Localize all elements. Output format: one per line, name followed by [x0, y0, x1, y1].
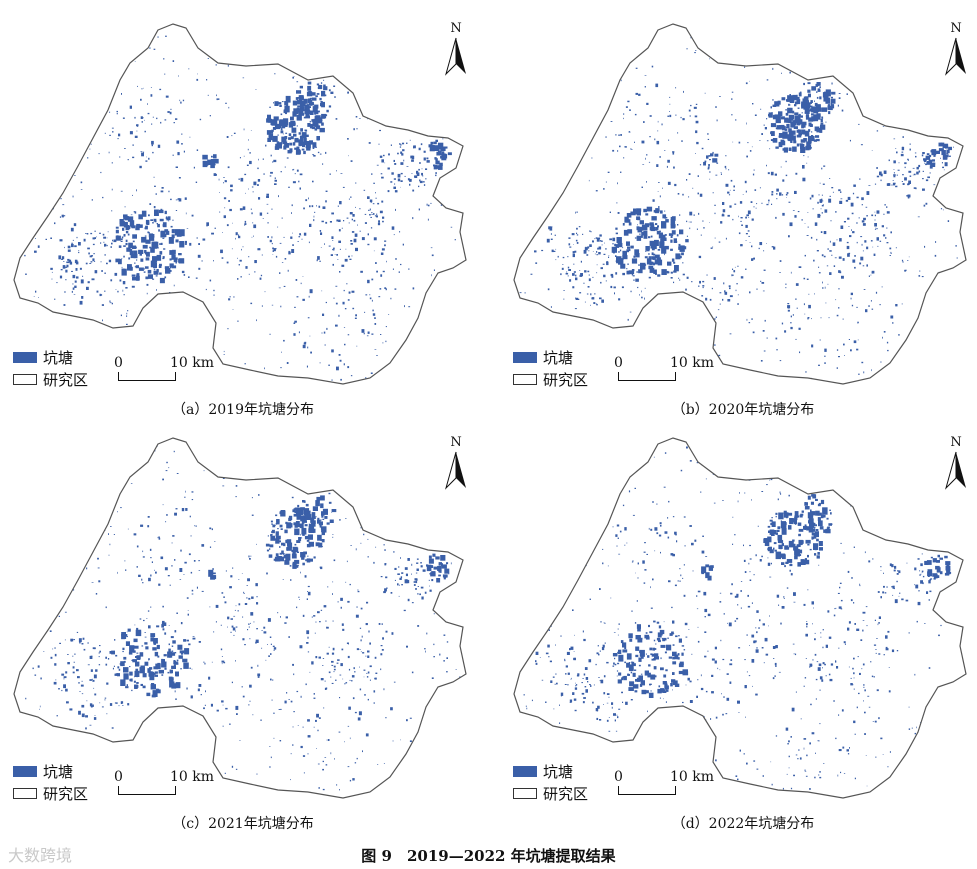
study-area-map — [513, 23, 967, 385]
panel-caption: （a）2019年坑塘分布 — [172, 402, 314, 418]
scale-bar: 0 10 km — [614, 769, 714, 795]
pond-patches — [518, 27, 966, 384]
pond-swatch — [13, 765, 37, 777]
scale-zero-label: 0 — [614, 769, 623, 785]
study-area-boundary — [513, 23, 967, 385]
legend-item-pond: 坑塘 — [513, 346, 588, 368]
study-area-map — [13, 23, 467, 385]
pond-patches — [19, 26, 466, 384]
scale-bar-line — [118, 372, 176, 381]
panel-caption: （c）2021年坑塘分布 — [172, 816, 314, 832]
pond-patches — [19, 440, 466, 798]
study-area-boundary — [513, 437, 967, 799]
scale-bar: 0 10 km — [114, 769, 214, 795]
map-legend: 坑塘 研究区 — [13, 346, 88, 390]
north-arrow: N — [944, 22, 968, 80]
study-area-swatch — [513, 373, 537, 385]
north-arrow-icon — [945, 451, 966, 490]
north-label: N — [950, 21, 962, 36]
study-area-map — [513, 437, 967, 799]
scale-ten-label: 10 km — [170, 355, 215, 371]
legend-pond-label: 坑塘 — [43, 762, 74, 781]
panel-caption: （d）2022年坑塘分布 — [671, 816, 815, 832]
legend-pond-label: 坑塘 — [543, 762, 574, 781]
scale-ten-label: 10 km — [170, 769, 215, 785]
north-label: N — [450, 21, 462, 36]
north-arrow: N — [444, 436, 468, 494]
scale-bar-line — [618, 786, 676, 795]
legend-study-area-label: 研究区 — [43, 370, 89, 389]
legend-item-pond: 坑塘 — [13, 346, 88, 368]
legend-study-area-label: 研究区 — [543, 370, 589, 389]
map-legend: 坑塘 研究区 — [513, 346, 588, 390]
figure-caption: 图 9 2019—2022 年坑塘提取结果 — [361, 847, 616, 865]
map-panel-2020: N 坑塘研究区 0 10 km （b）2020年坑塘分布 — [508, 18, 977, 428]
map-panel-2021: N 坑塘研究区 0 10 km （c）2021年坑塘分布 — [8, 432, 478, 842]
scale-zero-label: 0 — [114, 355, 123, 371]
scale-zero-label: 0 — [114, 769, 123, 785]
scale-bar: 0 10 km — [614, 355, 714, 381]
legend-item-study-area: 研究区 — [13, 368, 88, 390]
north-arrow: N — [944, 436, 968, 494]
map-panel-2022: N 坑塘研究区 0 10 km （d）2022年坑塘分布 — [508, 432, 977, 842]
legend-pond-label: 坑塘 — [43, 348, 74, 367]
panel-caption: （b）2020年坑塘分布 — [671, 402, 815, 418]
north-arrow-icon — [445, 451, 466, 490]
scale-ten-label: 10 km — [670, 769, 715, 785]
legend-item-study-area: 研究区 — [513, 782, 588, 804]
legend-item-pond: 坑塘 — [513, 760, 588, 782]
legend-item-study-area: 研究区 — [513, 368, 588, 390]
north-label: N — [450, 435, 462, 450]
legend-item-pond: 坑塘 — [13, 760, 88, 782]
north-arrow-icon — [945, 37, 966, 76]
scale-zero-label: 0 — [614, 355, 623, 371]
study-area-swatch — [13, 787, 37, 799]
map-legend: 坑塘 研究区 — [13, 760, 88, 804]
watermark-text: 大数跨境 — [8, 846, 73, 865]
north-label: N — [950, 435, 962, 450]
pond-patches — [521, 440, 966, 798]
study-area-swatch — [513, 787, 537, 799]
study-area-map — [13, 437, 467, 799]
study-area-boundary — [13, 437, 467, 799]
legend-pond-label: 坑塘 — [543, 348, 574, 367]
pond-swatch — [13, 351, 37, 363]
scale-bar-line — [118, 786, 176, 795]
map-panel-2019: N 坑塘研究区 0 10 km （a）2019年坑塘分布 — [8, 18, 478, 428]
legend-study-area-label: 研究区 — [43, 784, 89, 803]
north-arrow-icon — [445, 37, 466, 76]
pond-swatch — [513, 351, 537, 363]
scale-bar: 0 10 km — [114, 355, 214, 381]
north-arrow: N — [444, 22, 468, 80]
legend-item-study-area: 研究区 — [13, 782, 88, 804]
map-legend: 坑塘 研究区 — [513, 760, 588, 804]
study-area-boundary — [13, 23, 467, 385]
scale-bar-line — [618, 372, 676, 381]
scale-ten-label: 10 km — [670, 355, 715, 371]
pond-swatch — [513, 765, 537, 777]
legend-study-area-label: 研究区 — [543, 784, 589, 803]
study-area-swatch — [13, 373, 37, 385]
